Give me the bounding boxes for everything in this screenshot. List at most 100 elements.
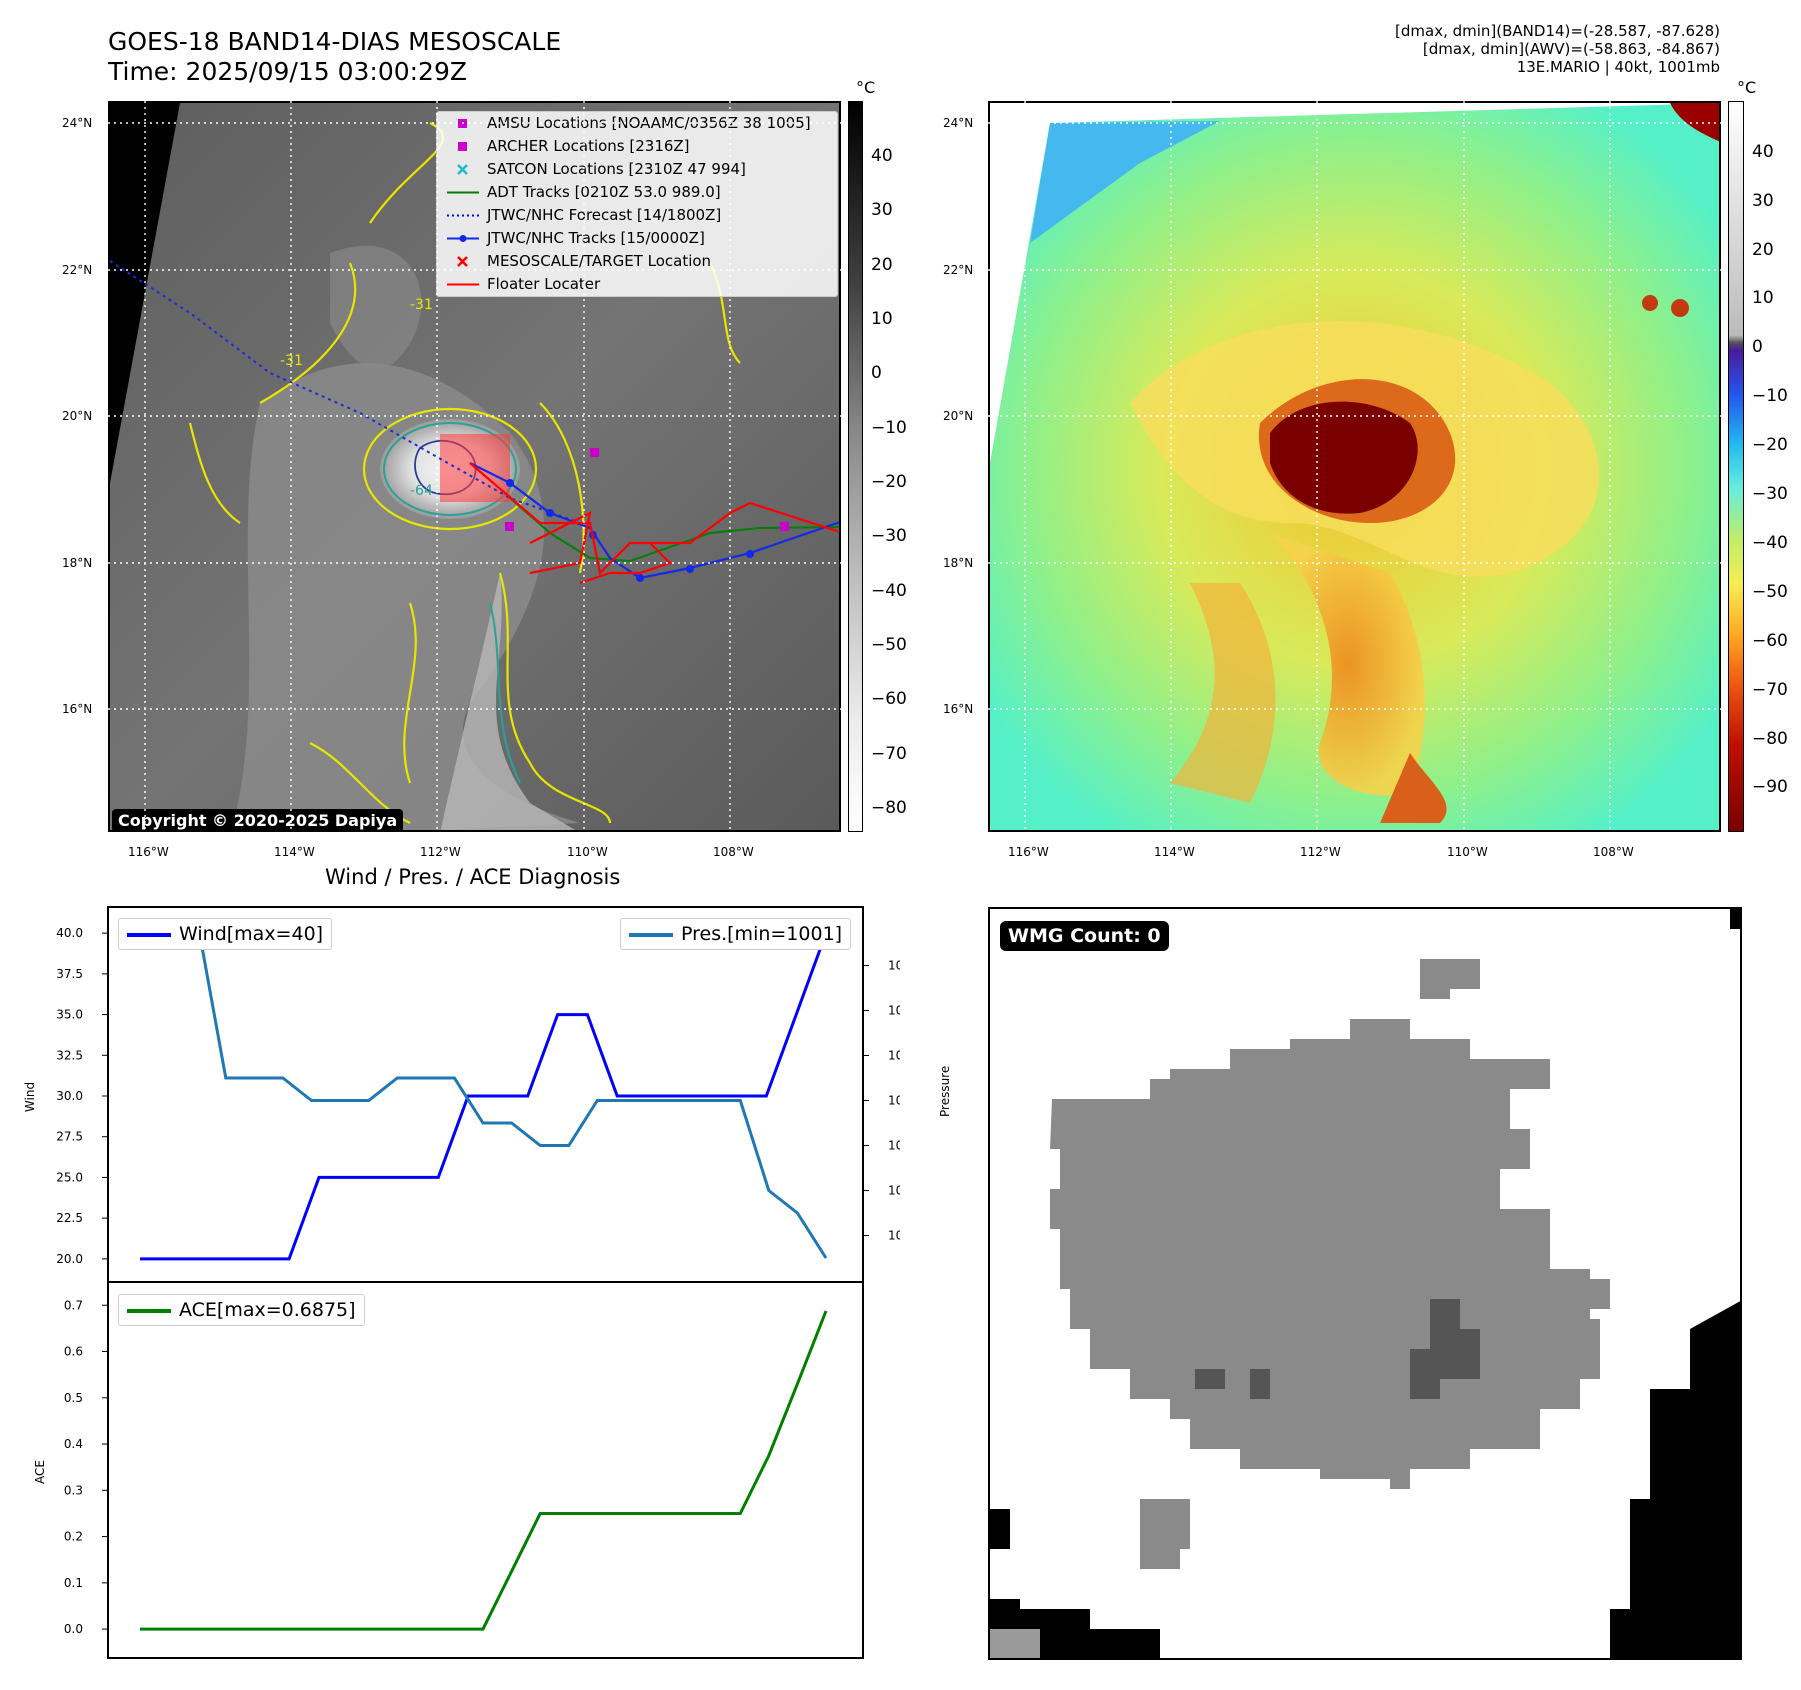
pressure-series-line	[140, 919, 828, 1259]
blue-line-icon	[127, 933, 171, 937]
magenta-square-icon	[458, 142, 467, 151]
color-map-gridlines	[988, 101, 1721, 832]
colorbar-tick: 20	[871, 255, 893, 275]
legend-label-ace: ACE[max=0.6875]	[179, 1299, 356, 1321]
ace-tick-label: 0.0	[64, 1622, 83, 1636]
wind-tick-label: 22.5	[56, 1211, 83, 1225]
wmg-panel: WMG Count: 0	[988, 907, 1742, 1660]
lon-label: 110°W	[567, 845, 608, 859]
lat-label: 18°N	[943, 556, 974, 570]
wind-tick-label: 25.0	[56, 1170, 83, 1184]
stats-line-band14: [dmax, dmin](BAND14)=(-28.587, -87.628)	[1395, 22, 1720, 40]
colorbar-tick: 0	[871, 363, 882, 383]
map-legend: AMSU Locations [NOAAMC/0356Z 38 1005] AR…	[436, 111, 838, 297]
storm-info: 13E.MARIO | 40kt, 1001mb	[1516, 58, 1720, 76]
legend-item-forecast: JTWC/NHC Forecast [14/1800Z]	[437, 204, 837, 227]
ace-tick-label: 0.6	[64, 1345, 83, 1359]
colorbar-tick: 20	[1752, 240, 1774, 260]
legend-label-forecast: JTWC/NHC Forecast [14/1800Z]	[487, 206, 722, 224]
green-line-icon	[127, 1309, 171, 1313]
colorbar-tick: −70	[871, 744, 907, 764]
cyan-x-icon	[457, 164, 468, 175]
lon-label: 108°W	[1593, 845, 1634, 859]
color-colorbar	[1728, 101, 1744, 832]
legend-item-archer: ARCHER Locations [2316Z]	[437, 135, 837, 158]
steel-blue-line-icon	[629, 933, 673, 937]
colorbar-tick: −50	[1752, 582, 1788, 602]
pressure-tick-label: 1012	[888, 1004, 900, 1018]
ir-color-image	[990, 103, 1719, 830]
wind-tick-label: 20.0	[56, 1252, 83, 1266]
colorbar-tick: −40	[871, 581, 907, 601]
stats-info: [dmax, dmin](BAND14)=(-28.587, -87.628) …	[1395, 22, 1720, 76]
colorbar-unit: °C	[1737, 78, 1757, 97]
wmg-image	[990, 909, 1740, 1658]
legend-item-adt: ADT Tracks [0210Z 53.0 989.0]	[437, 181, 837, 204]
lat-label: 22°N	[62, 263, 93, 277]
legend-label-archer: ARCHER Locations [2316Z]	[487, 137, 690, 155]
legend-label-tracks: JTWC/NHC Tracks [15/0000Z]	[487, 229, 705, 247]
colorbar-tick: −10	[871, 418, 907, 438]
wind-tick-label: 35.0	[56, 1008, 83, 1022]
colorbar-tick: −10	[1752, 386, 1788, 406]
blue-dotted-line-icon	[447, 214, 479, 217]
legend-label-wind: Wind[max=40]	[179, 923, 324, 945]
lat-label: 22°N	[943, 263, 974, 277]
colorbar-tick: 30	[871, 200, 893, 220]
colorbar-unit: °C	[856, 78, 876, 97]
ace-axis-label: ACE	[33, 1460, 47, 1484]
ace-tick-label: 0.4	[64, 1437, 83, 1451]
lon-label: 114°W	[1154, 845, 1195, 859]
colorbar-tick: 10	[1752, 288, 1774, 308]
lat-label: 18°N	[62, 556, 93, 570]
legend-pressure: Pres.[min=1001]	[620, 918, 852, 950]
pressure-tick-label: 1014	[888, 959, 900, 973]
colorbar-tick: −30	[871, 526, 907, 546]
map-gridlines	[108, 101, 841, 832]
pressure-tick-label: 1006	[888, 1139, 900, 1153]
lat-label: 16°N	[62, 702, 93, 716]
green-line-icon	[447, 191, 479, 194]
wind-pressure-ace-chart: 40.0 37.5 35.0 32.5 30.0 27.5 25.0 22.5 20.0 10 1…	[56, 906, 900, 1659]
lon-label: 112°W	[1300, 845, 1341, 859]
legend-item-floater: Floater Locater	[437, 273, 837, 296]
colorbar-tick: −40	[1752, 533, 1788, 553]
red-line-icon	[447, 283, 479, 286]
colorbar-tick: −60	[1752, 631, 1788, 651]
wind-tick-label: 30.0	[56, 1089, 83, 1103]
contour-label: -64	[410, 483, 433, 499]
gray-colorbar	[848, 101, 863, 832]
colorbar-tick: 0	[1752, 337, 1763, 357]
legend-label-floater: Floater Locater	[487, 275, 601, 293]
colorbar-tick: 10	[871, 309, 893, 329]
ace-tick-label: 0.1	[64, 1576, 83, 1590]
lon-label: 114°W	[274, 845, 315, 859]
colorbar-tick: −60	[871, 689, 907, 709]
wind-tick-label: 27.5	[56, 1130, 83, 1144]
red-x-icon	[457, 256, 468, 267]
figure-title-line2: Time: 2025/09/15 03:00:29Z	[108, 57, 467, 86]
legend-item-target: MESOSCALE/TARGET Location	[437, 250, 837, 273]
stats-line-awv: [dmax, dmin](AWV)=(-58.863, -84.867)	[1422, 40, 1720, 58]
colorbar-tick: 30	[1752, 191, 1774, 211]
legend-label-satcon: SATCON Locations [2310Z 47 994]	[487, 160, 746, 178]
lon-label: 112°W	[420, 845, 461, 859]
pressure-tick-label: 1008	[888, 1094, 900, 1108]
legend-item-satcon: SATCON Locations [2310Z 47 994]	[437, 158, 837, 181]
wind-tick-label: 40.0	[56, 926, 83, 940]
colorbar-tick: −70	[1752, 680, 1788, 700]
lon-label: 116°W	[1008, 845, 1049, 859]
ace-axes-frame	[107, 1281, 864, 1659]
blue-line-dot-icon	[447, 235, 479, 242]
lat-label: 20°N	[943, 409, 974, 423]
legend-label-target: MESOSCALE/TARGET Location	[487, 252, 712, 270]
ace-tick-label: 0.5	[64, 1391, 83, 1405]
wmg-count-label: WMG Count: 0	[1000, 921, 1169, 951]
wind-axis-label: Wind	[23, 1081, 37, 1113]
legend-label-adt: ADT Tracks [0210Z 53.0 989.0]	[487, 183, 721, 201]
colorbar-tick: −20	[1752, 435, 1788, 455]
lat-label: 20°N	[62, 409, 93, 423]
diagnosis-title: Wind / Pres. / ACE Diagnosis	[325, 865, 621, 889]
ace-series-line	[140, 1310, 828, 1631]
